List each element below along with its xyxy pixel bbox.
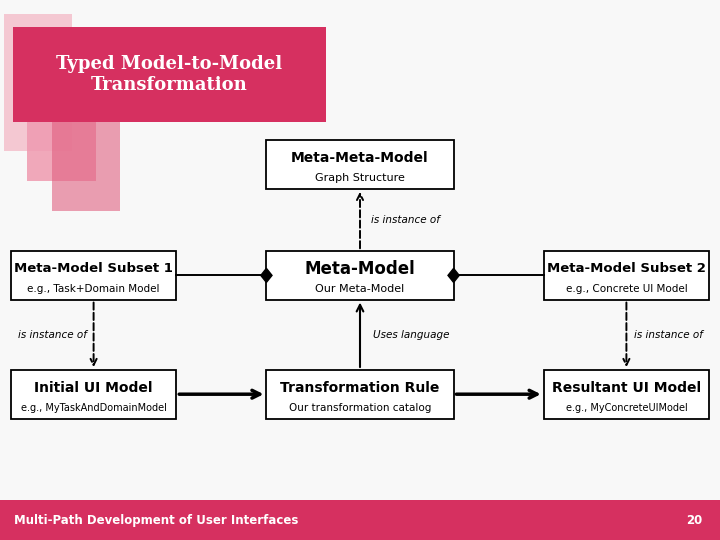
Text: Our Meta-Model: Our Meta-Model xyxy=(315,284,405,294)
Text: Initial UI Model: Initial UI Model xyxy=(35,381,153,395)
Bar xyxy=(0,500,720,540)
Bar xyxy=(544,251,709,300)
Text: is instance of: is instance of xyxy=(634,330,703,340)
Bar xyxy=(52,73,120,211)
Bar xyxy=(4,14,72,151)
Bar xyxy=(266,251,454,300)
Bar xyxy=(27,43,96,181)
Text: Transformation Rule: Transformation Rule xyxy=(280,381,440,395)
Text: Meta-Meta-Model: Meta-Meta-Model xyxy=(291,151,429,165)
Polygon shape xyxy=(261,268,272,282)
Text: e.g., MyTaskAndDomainModel: e.g., MyTaskAndDomainModel xyxy=(21,403,166,413)
Text: e.g., Concrete UI Model: e.g., Concrete UI Model xyxy=(565,284,688,294)
Text: Resultant UI Model: Resultant UI Model xyxy=(552,381,701,395)
Bar xyxy=(11,370,176,418)
Text: e.g., Task+Domain Model: e.g., Task+Domain Model xyxy=(27,284,160,294)
Text: Our transformation catalog: Our transformation catalog xyxy=(289,403,431,413)
Bar xyxy=(266,140,454,189)
Text: 20: 20 xyxy=(685,514,702,526)
Text: is instance of: is instance of xyxy=(371,215,440,225)
Text: Multi-Path Development of User Interfaces: Multi-Path Development of User Interface… xyxy=(14,514,299,526)
Bar xyxy=(544,370,709,418)
Text: Typed Model-to-Model
Transformation: Typed Model-to-Model Transformation xyxy=(56,55,283,93)
Text: e.g., MyConcreteUIModel: e.g., MyConcreteUIModel xyxy=(565,403,688,413)
Bar xyxy=(13,27,326,122)
Text: Meta-Model: Meta-Model xyxy=(305,260,415,278)
Text: Meta-Model Subset 1: Meta-Model Subset 1 xyxy=(14,262,173,275)
Text: Uses language: Uses language xyxy=(373,330,449,340)
Text: Meta-Model Subset 2: Meta-Model Subset 2 xyxy=(547,262,706,275)
Text: Graph Structure: Graph Structure xyxy=(315,173,405,183)
Polygon shape xyxy=(448,268,459,282)
Bar xyxy=(11,251,176,300)
Text: is instance of: is instance of xyxy=(17,330,86,340)
Bar xyxy=(266,370,454,418)
